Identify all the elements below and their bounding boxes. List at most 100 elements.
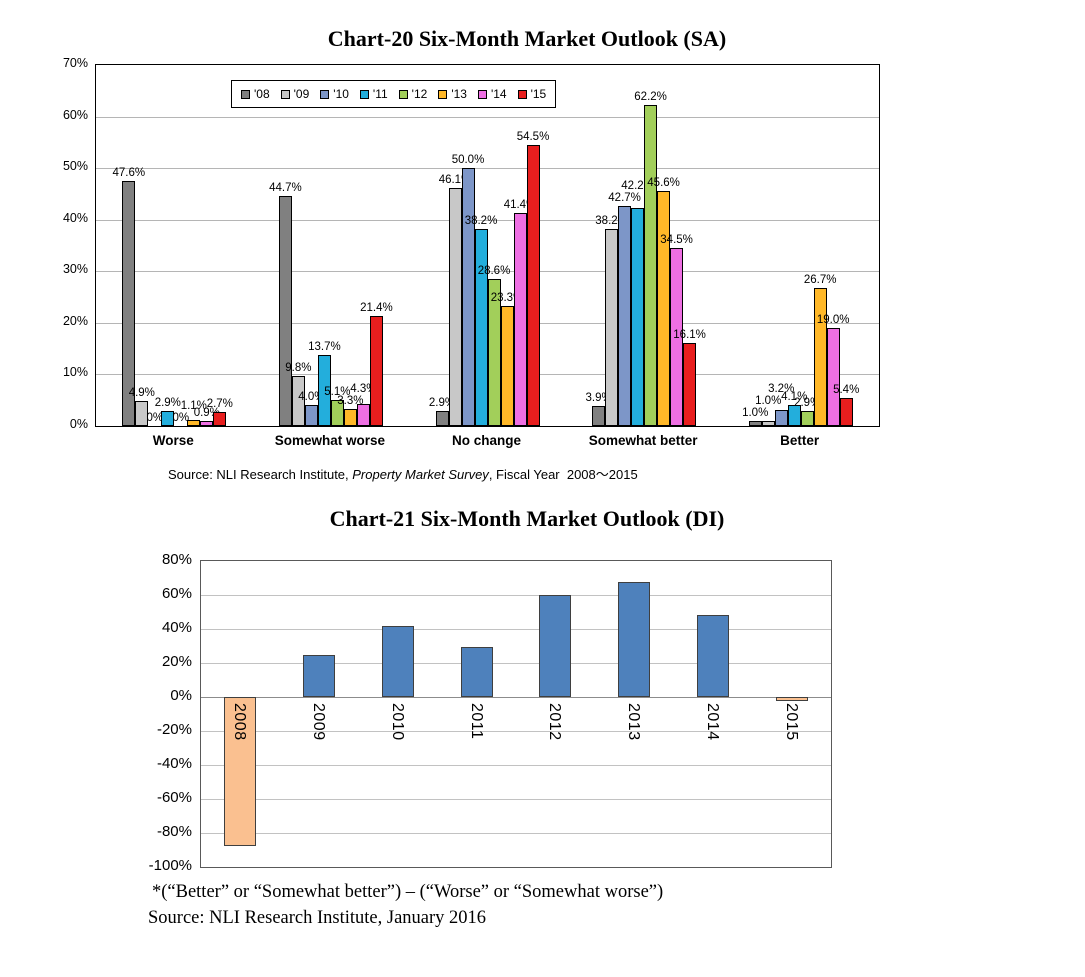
bar-value-label: 1.1% — [180, 400, 207, 412]
bar — [670, 248, 684, 426]
bar — [330, 399, 344, 426]
x-axis-year-label: 2012 — [546, 703, 564, 741]
bar — [303, 655, 336, 697]
y-axis-label: 60% — [62, 107, 88, 122]
bar — [461, 168, 475, 426]
bar — [381, 625, 414, 697]
bar — [356, 403, 370, 426]
bar — [644, 105, 658, 426]
gridline — [96, 168, 879, 170]
x-axis-year-label: 2009 — [310, 703, 328, 741]
x-axis-year-label: 2013 — [625, 703, 643, 741]
chart21-plot-area: 2008 2009 2010 2011 2012 2013 2014 2015 — [200, 560, 832, 868]
bar — [696, 614, 729, 697]
legend-color-swatch — [359, 89, 369, 99]
bar — [448, 188, 462, 426]
x-axis-year-label: 2014 — [703, 703, 721, 741]
bar — [526, 144, 540, 426]
bar-value-label: 34.5% — [660, 234, 693, 247]
bar-value-label: 5.4% — [833, 384, 860, 397]
legend-label: '08 — [254, 87, 270, 101]
bar — [800, 411, 814, 426]
bar-value-label: 1.0% — [742, 406, 769, 419]
y-axis-label: -40% — [156, 755, 192, 772]
x-axis-category-label: Worse — [152, 433, 194, 448]
bar — [291, 375, 305, 426]
chart20-source: Source: NLI Research Institute, Property… — [168, 464, 638, 483]
bar — [774, 409, 788, 426]
legend-item: '15 — [517, 87, 546, 101]
bar-value-label: 13.7% — [308, 341, 341, 354]
bar-value-label: 44.7% — [269, 181, 302, 194]
bar — [839, 398, 853, 426]
gridline — [201, 595, 831, 596]
bar — [122, 180, 136, 426]
bar — [592, 405, 606, 426]
bar — [813, 288, 827, 426]
bar — [369, 315, 383, 426]
bar-value-label: 21.4% — [360, 301, 393, 314]
bar — [487, 278, 501, 426]
bar-value-label: 0% — [172, 412, 190, 424]
bar — [761, 420, 775, 426]
bar-value-label: 4.9% — [128, 386, 155, 399]
legend-color-swatch — [398, 89, 408, 99]
y-axis-label: -80% — [156, 823, 192, 840]
bar — [343, 409, 357, 426]
bar-value-label: 54.5% — [516, 130, 550, 143]
y-axis-label: 80% — [161, 551, 192, 568]
x-axis-year-label: 2015 — [782, 703, 800, 741]
bar — [826, 328, 840, 426]
legend-color-swatch — [241, 89, 250, 99]
y-axis-label: 20% — [161, 653, 192, 670]
zero-axis-line — [201, 697, 831, 698]
bar-value-label: 3.2% — [768, 382, 795, 395]
bar — [435, 411, 449, 426]
y-axis-label: 60% — [161, 585, 192, 602]
x-axis-category-label: Better — [780, 433, 820, 448]
bar-value-label: 1.0% — [755, 394, 782, 407]
bar-value-label: 16.1% — [673, 329, 706, 341]
legend-label: '13 — [451, 87, 467, 101]
legend-item: '09 — [280, 87, 310, 101]
legend-item: '11 — [359, 87, 388, 101]
y-axis-label: 0% — [170, 687, 192, 704]
legend-label: '12 — [411, 87, 428, 101]
gridline — [96, 219, 879, 221]
y-axis-label: 10% — [62, 365, 88, 380]
bar — [278, 195, 292, 426]
bar-value-label: 5.1% — [324, 385, 351, 398]
chart21-title: Chart-21 Six-Month Market Outlook (DI) — [329, 506, 725, 531]
legend-item: '14 — [477, 87, 507, 101]
y-axis-label: -20% — [156, 721, 192, 738]
x-axis-category-label: Somewhat better — [588, 433, 698, 448]
chart21-footnote: *(“Better” or “Somewhat better”) – (“Wor… — [152, 882, 664, 902]
bar — [657, 190, 671, 426]
chart20-source-prefix: Source: NLI Research Institute, — [168, 467, 353, 482]
legend-color-swatch — [477, 89, 487, 99]
bar-value-label: 38.2% — [464, 215, 498, 227]
y-axis-label: 30% — [62, 262, 88, 277]
gridline — [201, 765, 831, 766]
chart21-source: Source: NLI Research Institute, January … — [148, 908, 487, 928]
x-axis-year-label: 2008 — [231, 703, 249, 741]
bar-value-label: 62.2% — [634, 91, 667, 104]
legend-item: '10 — [320, 87, 349, 101]
bar-value-label: 50.0% — [451, 154, 485, 167]
bar — [474, 229, 488, 426]
bar-value-label: 9.8% — [285, 361, 312, 374]
bar — [460, 646, 493, 697]
bar — [605, 229, 619, 426]
bar — [200, 421, 214, 426]
bar — [618, 205, 632, 426]
y-axis-label: 70% — [62, 56, 88, 70]
legend: '08 '09 '10 '11 '12 '13 '14 '15 — [231, 80, 557, 108]
bar-value-label: 19.0% — [816, 314, 850, 326]
bar-value-label: 42.7% — [608, 191, 641, 204]
legend-label: '10 — [333, 87, 349, 101]
legend-label: '09 — [293, 87, 310, 101]
y-axis-label: 20% — [62, 313, 88, 328]
bar — [135, 400, 149, 426]
bar — [500, 305, 514, 426]
